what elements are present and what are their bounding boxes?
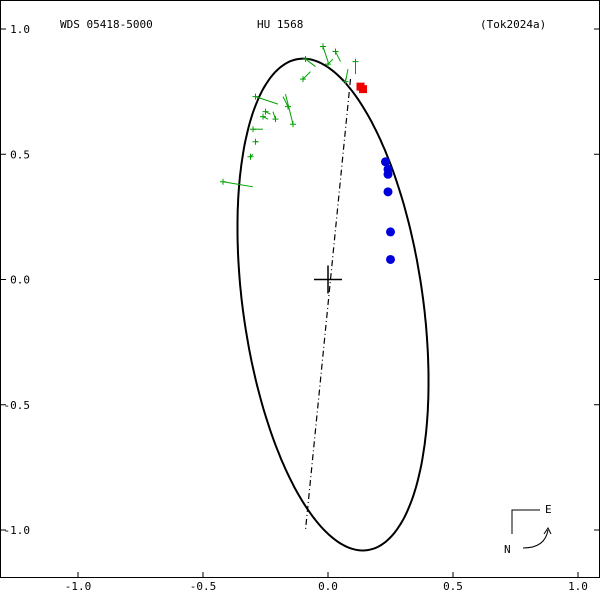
- green-point: [290, 121, 296, 128]
- green-point: [247, 153, 254, 160]
- blue-point: [383, 187, 393, 197]
- x-tick-label: -0.5: [190, 580, 217, 593]
- header-right: (Tok2024a): [480, 18, 546, 31]
- y-tick-label: 0.0: [10, 274, 30, 287]
- green-observations: [220, 43, 359, 188]
- green-residual-line: [285, 94, 294, 125]
- axis-ticks: [1, 28, 599, 577]
- green-residual-line: [255, 96, 279, 105]
- green-point: [252, 138, 259, 145]
- orbit-ellipse: [236, 57, 430, 552]
- green-point: [272, 116, 279, 123]
- green-point: [262, 108, 269, 115]
- green-point: [342, 78, 349, 85]
- red-observations: [356, 82, 367, 94]
- header-left: WDS 05418-5000: [60, 18, 153, 31]
- green-point: [250, 126, 256, 133]
- green-residual-line: [335, 51, 341, 62]
- y-tick-label: 1.0: [10, 23, 30, 36]
- green-residual-line: [327, 58, 334, 65]
- header-center: HU 1568: [257, 18, 303, 31]
- green-point: [320, 43, 326, 50]
- blue-point: [386, 254, 395, 264]
- compass-east-arm: [511, 509, 540, 534]
- line-of-nodes: [304, 79, 352, 531]
- blue-point: [381, 157, 390, 167]
- green-point: [332, 48, 339, 55]
- green-point: [300, 76, 306, 83]
- green-residual-line: [305, 58, 316, 67]
- green-point: [260, 113, 266, 120]
- green-residual-line: [302, 71, 311, 80]
- compass-east-label: E: [545, 503, 552, 516]
- blue-point: [383, 169, 393, 179]
- green-residual-line: [282, 96, 289, 107]
- compass-north-label: N: [504, 543, 511, 556]
- compass-arrow-icon: [522, 529, 549, 549]
- blue-point: [386, 227, 395, 237]
- plot-frame: [0, 0, 600, 578]
- red-point: [359, 85, 367, 94]
- x-tick-label: -1.0: [65, 580, 92, 593]
- y-tick-label: -1.0: [4, 524, 31, 537]
- green-residual-line: [322, 46, 329, 62]
- primary-star-cross: [314, 265, 342, 294]
- green-point: [302, 56, 309, 63]
- axis-tick-labels: -1.0 -0.5 0.0 0.5 1.0 1.0 0.5 0.0 -0.5 -1.0: [4, 23, 588, 593]
- green-point: [220, 178, 226, 185]
- compass: E N: [504, 503, 552, 556]
- x-tick-label: 0.5: [443, 580, 463, 593]
- x-tick-label: 0.0: [318, 580, 338, 593]
- green-point: [252, 93, 259, 100]
- green-residual-line: [222, 181, 254, 188]
- green-point: [325, 61, 331, 68]
- x-tick-label: 1.0: [568, 580, 588, 593]
- compass-arrowhead-icon: [543, 527, 552, 535]
- y-tick-label: -0.5: [4, 399, 31, 412]
- blue-observations: [381, 157, 395, 264]
- green-point: [352, 58, 359, 65]
- y-tick-label: 0.5: [10, 148, 30, 161]
